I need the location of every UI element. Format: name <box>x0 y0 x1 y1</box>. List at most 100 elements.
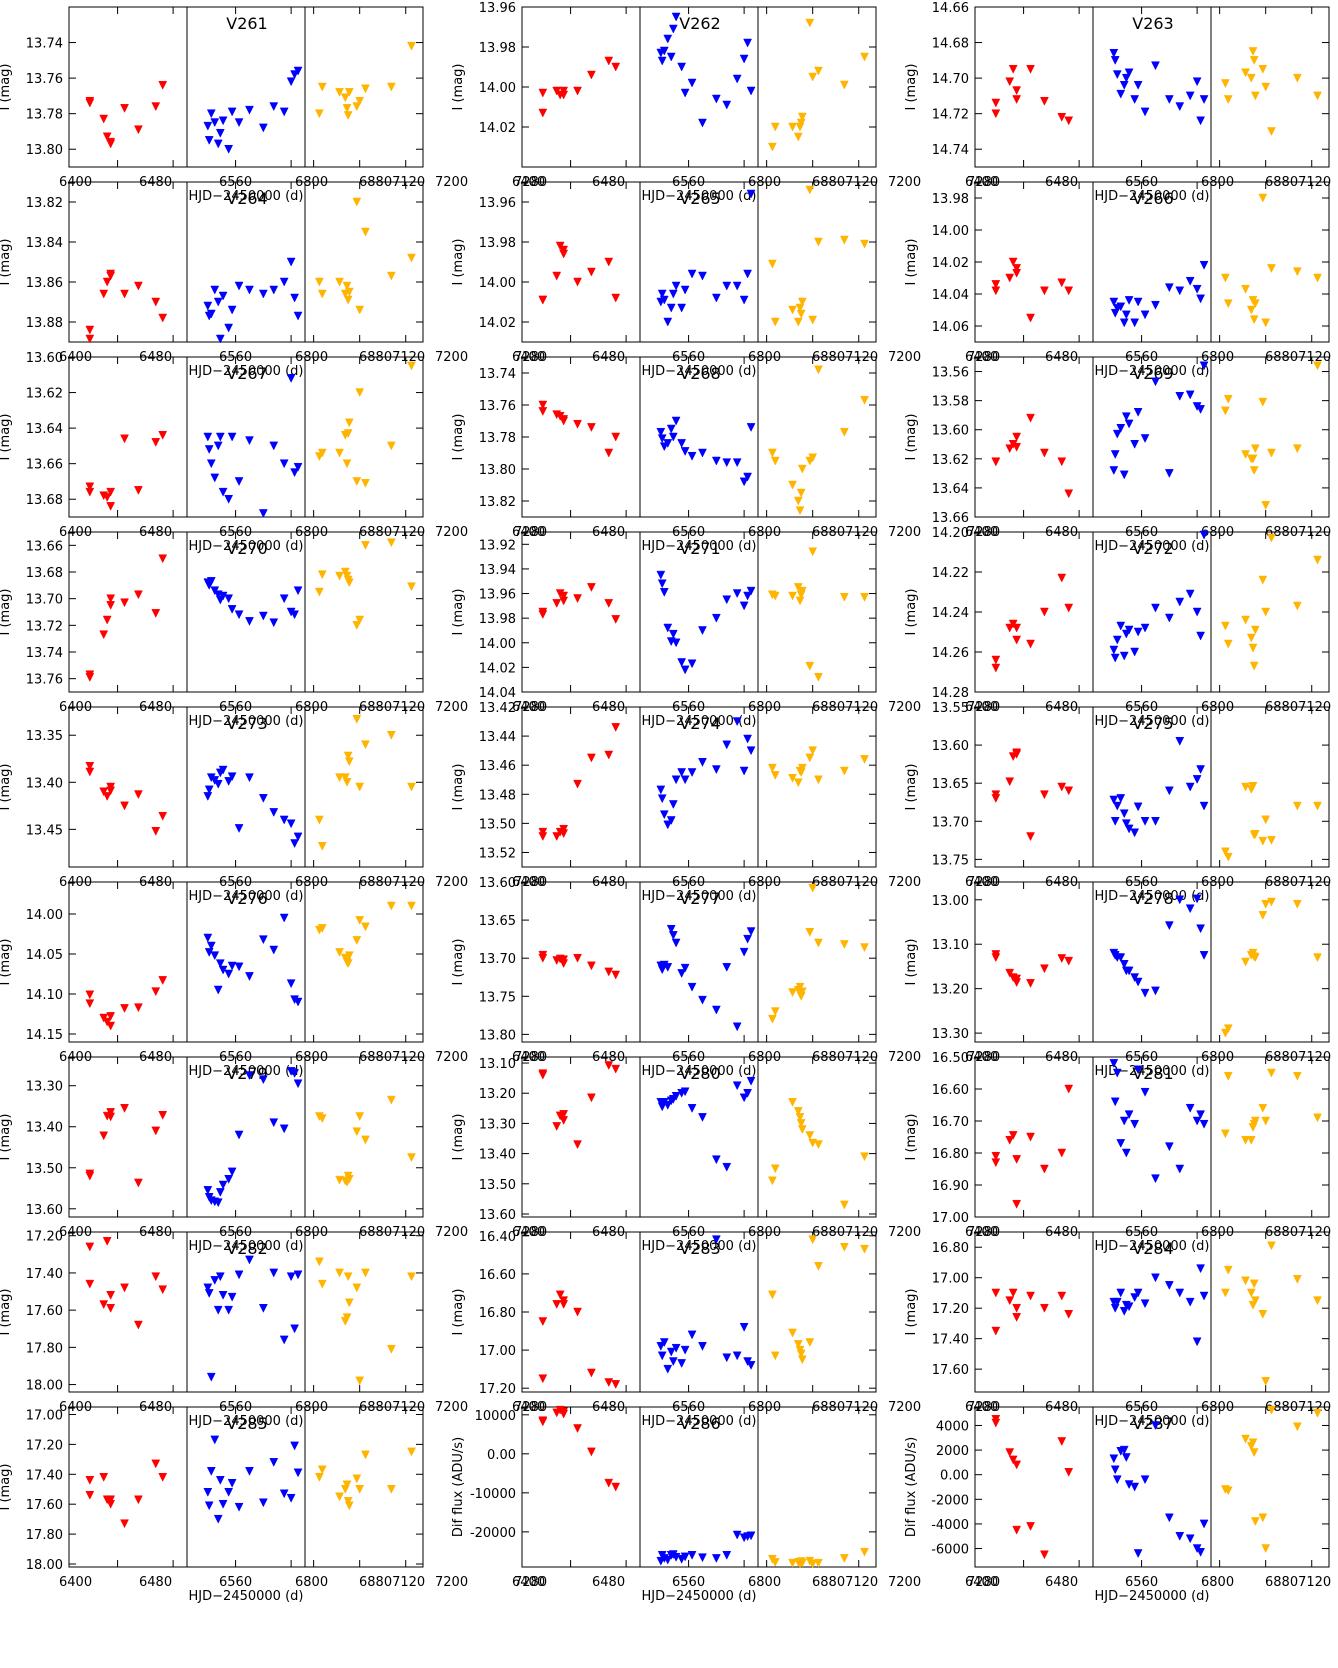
data-point <box>1133 408 1143 417</box>
y-tick-label: 13.00 <box>932 894 969 909</box>
data-point <box>677 658 687 668</box>
x-tick-label: 7200 <box>888 350 921 365</box>
data-point <box>559 591 569 601</box>
data-point <box>151 102 161 112</box>
data-point <box>1057 573 1067 583</box>
data-point <box>552 832 562 842</box>
data-point <box>151 1126 161 1136</box>
data-point <box>1261 501 1271 510</box>
y-tick-label: 14.28 <box>932 686 969 701</box>
data-point <box>767 763 777 773</box>
data-point <box>1261 815 1271 825</box>
data-point <box>722 740 732 750</box>
data-point <box>1185 1103 1195 1113</box>
data-point <box>1196 1110 1205 1120</box>
data-point <box>839 427 849 437</box>
data-point <box>1140 434 1150 444</box>
data-point <box>1199 951 1209 960</box>
data-point <box>1220 847 1230 857</box>
data-point <box>158 1473 168 1482</box>
data-point <box>746 746 756 756</box>
data-point <box>258 1498 268 1508</box>
data-point <box>1116 424 1126 433</box>
star-name: V266 <box>1132 189 1173 208</box>
y-tick-label: 13.60 <box>932 424 969 439</box>
data-point <box>218 1499 228 1509</box>
data-point <box>386 271 396 281</box>
data-point <box>587 1447 596 1457</box>
data-point <box>1164 469 1174 478</box>
data-point <box>85 990 95 1000</box>
data-point <box>1116 621 1126 631</box>
data-point <box>1119 1116 1129 1126</box>
data-point <box>1267 264 1276 273</box>
data-point <box>1164 1142 1174 1152</box>
y-tick-label: 4000 <box>936 1419 969 1434</box>
data-point <box>687 269 697 279</box>
data-point <box>279 913 289 923</box>
data-point <box>1241 782 1250 792</box>
data-point <box>793 1340 803 1349</box>
data-point <box>722 1162 732 1172</box>
data-point <box>991 280 1001 289</box>
data-point <box>1185 91 1195 101</box>
data-point <box>767 1290 777 1300</box>
data-point <box>151 1459 161 1469</box>
data-point <box>213 1305 223 1315</box>
data-point <box>258 794 268 803</box>
data-point <box>361 1268 370 1278</box>
data-point <box>814 66 823 76</box>
data-point <box>573 277 582 287</box>
data-point <box>1121 73 1131 83</box>
data-point <box>1119 470 1129 480</box>
data-point <box>290 1441 299 1451</box>
data-point <box>1196 765 1205 775</box>
y-tick-label: -10000 <box>470 1487 516 1502</box>
y-tick-label: 13.62 <box>932 453 969 468</box>
data-point <box>805 661 815 671</box>
data-point <box>1248 781 1258 791</box>
data-point <box>99 1131 109 1141</box>
y-axis-title: I (mag) <box>0 414 13 461</box>
data-point <box>552 599 562 608</box>
data-point <box>722 1353 732 1363</box>
data-point <box>1057 954 1067 964</box>
data-point <box>204 1501 214 1511</box>
data-point <box>386 441 396 451</box>
data-point <box>711 1554 721 1563</box>
data-point <box>279 815 289 825</box>
data-point <box>805 1131 815 1141</box>
data-point <box>1005 1296 1015 1306</box>
star-name: V275 <box>1132 714 1173 733</box>
data-point <box>215 959 225 969</box>
data-point <box>134 1003 143 1013</box>
data-point <box>793 1107 803 1116</box>
data-point <box>770 456 780 466</box>
data-point <box>814 672 823 682</box>
data-point <box>739 1322 749 1332</box>
y-tick-label: 14.66 <box>932 1 969 16</box>
data-point <box>85 767 95 777</box>
data-point <box>1121 412 1131 422</box>
data-point <box>1124 1302 1134 1312</box>
data-point <box>604 1061 614 1071</box>
data-point <box>1124 966 1134 976</box>
data-point <box>743 269 752 279</box>
panel-frame <box>68 6 424 168</box>
data-point <box>106 271 116 281</box>
x-tick-label: 7280 <box>967 1575 1000 1590</box>
data-point <box>722 1551 732 1560</box>
data-point <box>1112 1297 1122 1307</box>
y-tick-label: 14.02 <box>479 661 516 676</box>
data-point <box>1124 68 1134 78</box>
data-point <box>1267 448 1276 458</box>
y-tick-label: 13.66 <box>26 458 63 473</box>
data-point <box>1164 283 1174 293</box>
data-point <box>991 1418 1001 1428</box>
data-point <box>106 1112 116 1122</box>
y-tick-label: 13.96 <box>479 1 516 16</box>
data-point <box>355 782 365 792</box>
data-point <box>1130 440 1140 449</box>
y-tick-label: 13.48 <box>479 788 516 803</box>
